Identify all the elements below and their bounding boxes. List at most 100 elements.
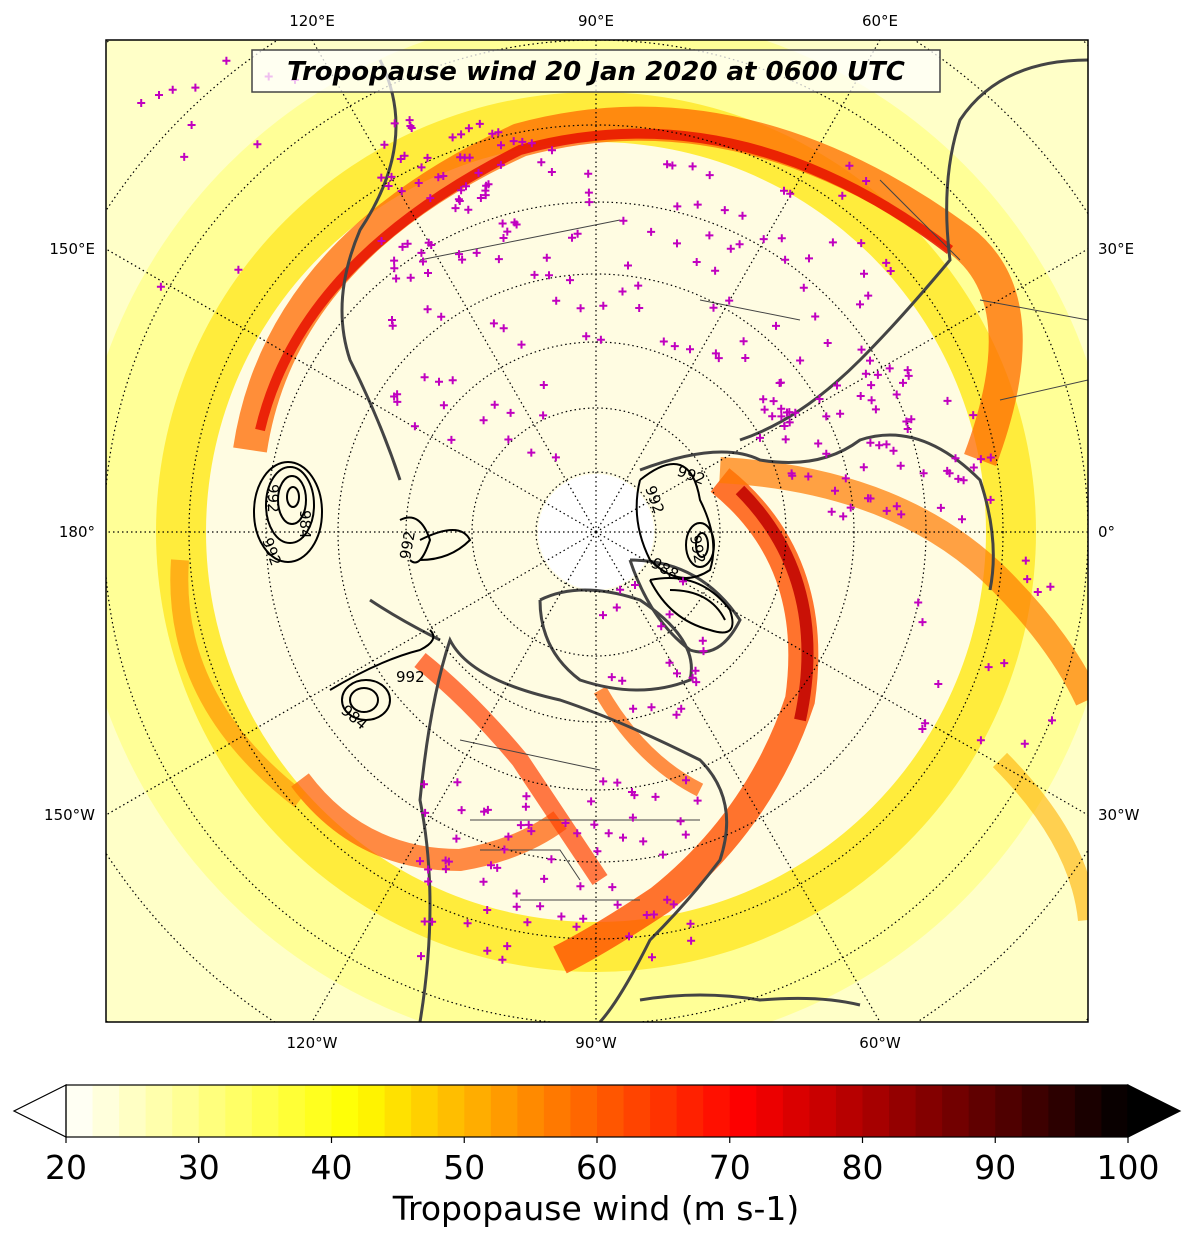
colorbar-tick-label: 30 xyxy=(178,1148,220,1187)
colorbar-segment xyxy=(995,1085,1023,1137)
station-marker xyxy=(496,160,505,169)
station-marker xyxy=(897,510,906,519)
station-marker xyxy=(836,409,845,418)
station-marker xyxy=(860,269,868,278)
station-marker xyxy=(892,502,901,511)
station-marker xyxy=(934,680,943,688)
station-marker xyxy=(435,377,443,386)
station-marker xyxy=(780,422,789,430)
station-marker xyxy=(612,603,621,612)
colorbar-segment xyxy=(225,1085,253,1137)
station-marker xyxy=(760,405,769,414)
station-marker xyxy=(419,257,427,266)
station-marker xyxy=(599,777,608,786)
station-marker xyxy=(815,395,824,403)
station-marker xyxy=(986,453,995,462)
colorbar-segment xyxy=(119,1085,147,1137)
colorbar-segment xyxy=(703,1085,731,1137)
station-marker xyxy=(783,408,791,417)
colorbar-label: Tropopause wind (m s-1) xyxy=(392,1189,800,1228)
station-marker xyxy=(527,448,536,457)
station-marker xyxy=(497,141,505,150)
station-marker xyxy=(393,397,402,406)
station-marker xyxy=(585,198,594,207)
station-marker xyxy=(787,469,796,478)
station-marker xyxy=(624,261,632,270)
station-marker xyxy=(593,847,602,856)
station-marker xyxy=(380,140,389,149)
colorbar-segment xyxy=(331,1085,359,1137)
station-marker xyxy=(866,356,874,365)
station-marker xyxy=(951,454,960,463)
colorbar-segment xyxy=(570,1085,598,1137)
station-marker xyxy=(882,506,891,515)
station-marker xyxy=(1023,575,1032,584)
station-marker xyxy=(499,234,508,242)
station-marker xyxy=(439,172,448,180)
colorbar-tick-label: 60 xyxy=(576,1148,618,1187)
station-marker xyxy=(692,678,701,687)
station-marker xyxy=(403,239,412,248)
station-marker xyxy=(777,404,786,413)
station-marker xyxy=(1048,716,1056,725)
colorbar-tick-label: 50 xyxy=(443,1148,485,1187)
station-marker xyxy=(494,128,503,137)
station-marker xyxy=(882,440,891,449)
station-marker xyxy=(512,902,521,911)
colorbar-segment xyxy=(1101,1085,1129,1137)
colorbar-segments xyxy=(66,1085,1129,1137)
station-marker xyxy=(628,813,637,822)
colorbar-segment xyxy=(172,1085,200,1137)
lon-label-left: 180° xyxy=(59,523,95,541)
station-marker xyxy=(483,906,492,914)
station-marker xyxy=(572,922,581,931)
longitude-labels: 120°E 90°E 60°E 150°E 180° 150°W 30°E 0°… xyxy=(44,12,1140,1052)
station-marker xyxy=(705,171,714,180)
station-marker xyxy=(551,453,560,462)
station-marker xyxy=(582,332,591,341)
station-marker xyxy=(420,917,429,926)
colorbar-segment xyxy=(782,1085,810,1137)
station-marker xyxy=(903,366,912,375)
station-marker xyxy=(741,354,750,362)
station-marker xyxy=(871,405,880,414)
station-marker xyxy=(943,396,952,405)
station-marker xyxy=(390,119,399,128)
station-marker xyxy=(424,865,433,874)
station-marker xyxy=(390,256,399,265)
station-marker xyxy=(857,239,866,248)
station-marker xyxy=(679,577,687,586)
station-marker xyxy=(540,874,549,883)
station-marker xyxy=(518,137,527,146)
station-marker xyxy=(907,415,916,424)
station-marker xyxy=(441,856,450,865)
station-marker xyxy=(686,919,695,928)
lon-label-bottom: 60°W xyxy=(859,1034,901,1052)
lon-label-bottom: 120°W xyxy=(287,1034,338,1052)
station-marker xyxy=(618,676,627,685)
lon-label-top: 90°E xyxy=(578,12,614,30)
station-marker xyxy=(424,269,432,277)
station-marker xyxy=(156,282,165,291)
station-marker xyxy=(596,335,605,344)
station-marker xyxy=(568,233,576,242)
station-marker xyxy=(410,422,419,431)
station-marker xyxy=(1046,582,1055,591)
station-marker xyxy=(838,191,847,200)
station-marker xyxy=(155,91,163,99)
station-marker xyxy=(1021,556,1030,565)
station-marker xyxy=(659,337,668,346)
station-marker xyxy=(475,119,484,128)
station-marker xyxy=(673,669,681,678)
colorbar-segment xyxy=(756,1085,784,1137)
station-marker xyxy=(506,408,515,417)
station-marker xyxy=(423,153,432,162)
jet-stream-europe xyxy=(719,457,1088,706)
pressure-contours xyxy=(253,461,734,721)
colorbar-segment xyxy=(862,1085,890,1137)
colorbar-segment xyxy=(66,1085,94,1137)
colorbar-segment xyxy=(597,1085,625,1137)
station-marker xyxy=(859,463,868,472)
station-marker xyxy=(698,636,707,645)
station-marker xyxy=(649,910,658,919)
